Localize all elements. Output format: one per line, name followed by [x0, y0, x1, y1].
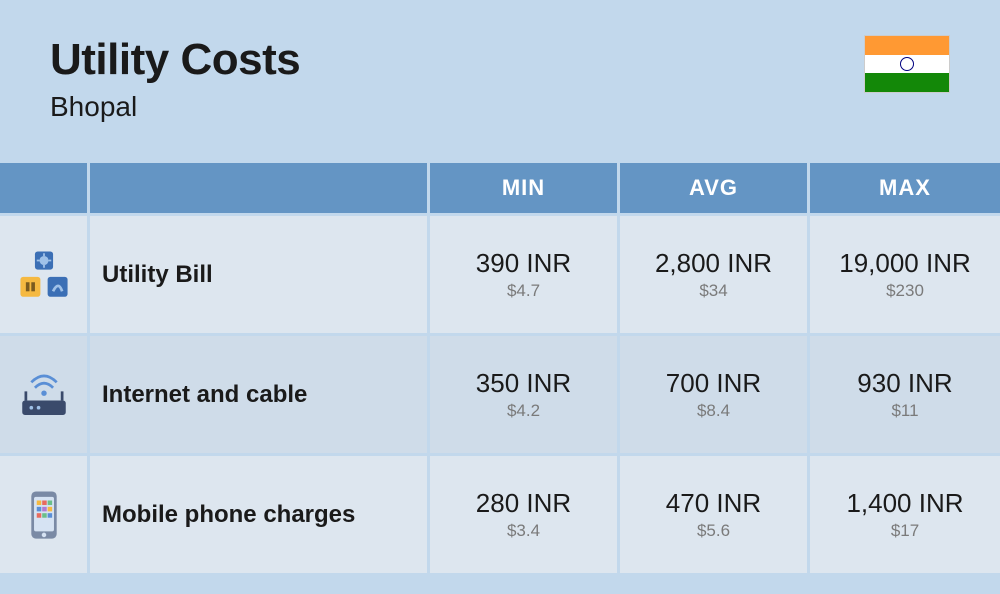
ashoka-chakra-icon — [900, 57, 914, 71]
india-flag-icon — [864, 35, 950, 93]
mobile-phone-icon — [15, 486, 73, 544]
page-title: Utility Costs — [50, 35, 300, 85]
cell-max: 930 INR $11 — [810, 333, 1000, 453]
value-secondary: $230 — [886, 281, 924, 301]
cell-avg: 2,800 INR $34 — [620, 213, 810, 333]
row-icon-cell — [0, 453, 90, 573]
cell-avg: 700 INR $8.4 — [620, 333, 810, 453]
value-primary: 930 INR — [857, 368, 952, 399]
cell-min: 280 INR $3.4 — [430, 453, 620, 573]
flag-stripe-white — [865, 55, 949, 74]
costs-table: MIN AVG MAX Utility Bill 390 INR $4.7 — [0, 163, 1000, 573]
flag-stripe-saffron — [865, 36, 949, 55]
table-header-blank — [90, 163, 430, 213]
value-secondary: $5.6 — [697, 521, 730, 541]
table-row: Mobile phone charges 280 INR $3.4 470 IN… — [0, 453, 1000, 573]
value-primary: 2,800 INR — [655, 248, 772, 279]
table-header-max: MAX — [810, 163, 1000, 213]
cell-min: 390 INR $4.7 — [430, 213, 620, 333]
value-secondary: $3.4 — [507, 521, 540, 541]
value-secondary: $8.4 — [697, 401, 730, 421]
value-primary: 390 INR — [476, 248, 571, 279]
value-secondary: $4.7 — [507, 281, 540, 301]
cell-min: 350 INR $4.2 — [430, 333, 620, 453]
row-label: Internet and cable — [102, 381, 307, 409]
cell-avg: 470 INR $5.6 — [620, 453, 810, 573]
value-primary: 280 INR — [476, 488, 571, 519]
header: Utility Costs Bhopal — [0, 0, 1000, 163]
flag-stripe-green — [865, 73, 949, 92]
row-label-cell: Mobile phone charges — [90, 453, 430, 573]
cell-max: 19,000 INR $230 — [810, 213, 1000, 333]
row-icon-cell — [0, 213, 90, 333]
utilities-icon — [15, 246, 73, 304]
value-secondary: $4.2 — [507, 401, 540, 421]
value-primary: 700 INR — [666, 368, 761, 399]
value-secondary: $17 — [891, 521, 919, 541]
value-primary: 1,400 INR — [846, 488, 963, 519]
value-secondary: $11 — [891, 401, 918, 421]
row-label: Utility Bill — [102, 261, 213, 289]
cell-max: 1,400 INR $17 — [810, 453, 1000, 573]
value-primary: 350 INR — [476, 368, 571, 399]
row-label-cell: Utility Bill — [90, 213, 430, 333]
value-secondary: $34 — [699, 281, 727, 301]
page-subtitle: Bhopal — [50, 91, 300, 123]
router-icon — [15, 366, 73, 424]
title-block: Utility Costs Bhopal — [50, 35, 300, 123]
row-label-cell: Internet and cable — [90, 333, 430, 453]
table-header-avg: AVG — [620, 163, 810, 213]
row-label: Mobile phone charges — [102, 501, 355, 529]
value-primary: 19,000 INR — [839, 248, 971, 279]
table-row: Internet and cable 350 INR $4.2 700 INR … — [0, 333, 1000, 453]
table-header-blank — [0, 163, 90, 213]
table-header-min: MIN — [430, 163, 620, 213]
value-primary: 470 INR — [666, 488, 761, 519]
row-icon-cell — [0, 333, 90, 453]
table-header-row: MIN AVG MAX — [0, 163, 1000, 213]
table-row: Utility Bill 390 INR $4.7 2,800 INR $34 … — [0, 213, 1000, 333]
